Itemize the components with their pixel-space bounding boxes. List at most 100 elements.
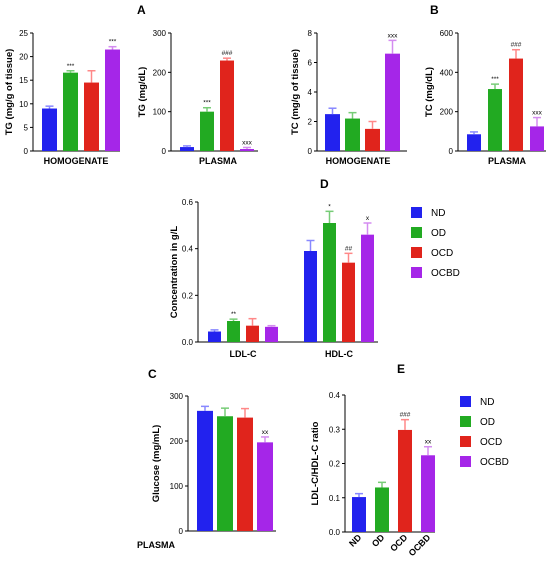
bar-ocbd — [105, 49, 120, 151]
bar-nd — [325, 114, 340, 151]
y-axis-label: TC (mg/g of tissue) — [290, 49, 301, 135]
y-tick-label: 25 — [19, 29, 28, 38]
y-tick-label: 300 — [153, 29, 167, 38]
y-tick-label: 0 — [449, 147, 454, 156]
y-tick-label: 0 — [162, 147, 167, 156]
bar-ocd — [342, 262, 355, 342]
y-tick-label: 0.6 — [182, 198, 194, 207]
significance-label: *** — [109, 39, 117, 46]
y-tick-label: 200 — [153, 68, 167, 77]
bar-ocbd — [530, 126, 544, 151]
y-tick-label: 0.0 — [329, 528, 341, 537]
significance-label: xxx — [242, 139, 253, 146]
y-axis-label: Concentration in g/L — [169, 226, 180, 319]
y-axis-label: TG (mg/g of tissue) — [4, 49, 15, 136]
y-tick-label: 0.3 — [329, 425, 341, 434]
y-tick-label: 0.2 — [182, 291, 194, 300]
bar-nd — [208, 331, 221, 342]
bar-od — [63, 72, 78, 151]
significance-label: ### — [222, 50, 233, 57]
bar-od — [488, 89, 502, 151]
y-axis-label: LDL-C/HDL-C ratio — [310, 421, 321, 505]
bar-od — [323, 223, 336, 342]
bar-ocd — [84, 82, 99, 151]
y-tick-label: 0.4 — [329, 391, 341, 400]
x-tick-label: OCBD — [407, 532, 433, 558]
bar-nd — [180, 147, 194, 151]
legend-swatch-ocd — [411, 247, 422, 258]
bar-od — [200, 111, 214, 151]
y-tick-label: 10 — [19, 100, 28, 109]
x-axis-label: PLASMA — [488, 156, 527, 166]
legend-swatch-od — [460, 416, 471, 427]
significance-label: xx — [425, 439, 432, 446]
x-axis-label: HOMOGENATE — [326, 156, 391, 166]
significance-label: *** — [203, 100, 211, 107]
bar-ocbd — [240, 149, 254, 151]
legend-label-nd: ND — [480, 397, 494, 408]
bar-ocbd — [257, 442, 273, 531]
x-tick-label: ND — [347, 532, 364, 549]
bar-ocbd — [361, 234, 374, 342]
y-tick-label: 8 — [308, 29, 313, 38]
bar-ocd — [246, 325, 259, 342]
bar-ocd — [398, 429, 412, 532]
glucose-chart: 0 100 200 300 Glucose (mg/mL) xx PLASMA — [137, 392, 276, 550]
y-tick-label: 200 — [440, 108, 454, 117]
legend-label-ocd: OCD — [480, 437, 502, 448]
y-tick-label: 20 — [19, 53, 28, 62]
panel-letter-a: A — [137, 3, 146, 17]
panel-letter-d: D — [320, 177, 329, 191]
significance-label: x — [366, 215, 370, 222]
bar-ocd — [365, 128, 380, 151]
significance-label: ### — [511, 42, 522, 49]
x-tick-label: LDL-C — [230, 349, 257, 359]
significance-label: ## — [345, 245, 353, 252]
y-tick-label: 4 — [308, 88, 313, 97]
legend-label-ocd: OCD — [431, 248, 453, 259]
legend-swatch-ocbd — [411, 267, 422, 278]
significance-label: * — [328, 203, 331, 210]
significance-label: xx — [262, 429, 269, 436]
bar-od — [345, 118, 360, 151]
panel-letter-e: E — [397, 362, 405, 376]
y-tick-label: 0.4 — [182, 245, 194, 254]
legend-label-ocbd: OCBD — [480, 457, 509, 468]
legend-swatch-ocbd — [460, 456, 471, 467]
bar-nd — [304, 251, 317, 342]
y-axis-label: TC (mg/dL) — [424, 67, 435, 117]
bar-nd — [352, 497, 366, 532]
significance-label: xxx — [388, 32, 399, 39]
lipoprotein-chart: 0.0 0.2 0.4 0.6 Concentration in g/L ** LDL-C *… — [169, 198, 460, 359]
y-tick-label: 300 — [170, 392, 184, 401]
legend-label-od: OD — [480, 417, 495, 428]
y-tick-label: 0.2 — [329, 460, 341, 469]
legend-label-nd: ND — [431, 208, 445, 219]
x-tick-label: HDL-C — [325, 349, 353, 359]
y-tick-label: 2 — [308, 118, 313, 127]
y-tick-label: 0 — [308, 147, 313, 156]
bar-nd — [467, 134, 481, 151]
legend-swatch-nd — [411, 207, 422, 218]
bar-od — [375, 487, 389, 532]
tc-plasma-chart: 0 200 400 600 TC (mg/dL) *** ### xxx PLASMA — [424, 29, 546, 166]
ldl-hdl-ratio-chart: 0.0 0.1 0.2 0.3 0.4 LDL-C/HDL-C ratio ND OD ### O… — [310, 391, 509, 558]
y-tick-label: 5 — [24, 123, 29, 132]
legend-label-od: OD — [431, 228, 446, 239]
y-tick-label: 600 — [440, 29, 454, 38]
bar-nd — [42, 108, 57, 151]
bar-ocbd — [421, 455, 435, 532]
y-tick-label: 0 — [179, 527, 184, 536]
bar-ocd — [237, 417, 253, 531]
x-tick-label: OD — [370, 532, 387, 549]
tg-plasma-chart: 0 100 200 300 TG (mg/dL) *** ### xxx PLASMA — [137, 29, 258, 166]
bar-od — [227, 321, 240, 342]
significance-label: *** — [67, 63, 75, 70]
bar-ocbd — [265, 326, 278, 342]
legend-swatch-nd — [460, 396, 471, 407]
x-axis-label: PLASMA — [137, 540, 176, 550]
x-axis-label: PLASMA — [199, 156, 238, 166]
y-tick-label: 400 — [440, 68, 454, 77]
tc-homogenate-chart: 0 2 4 6 8 TC (mg/g of tissue) xxx HOMOGENATE — [290, 29, 407, 166]
